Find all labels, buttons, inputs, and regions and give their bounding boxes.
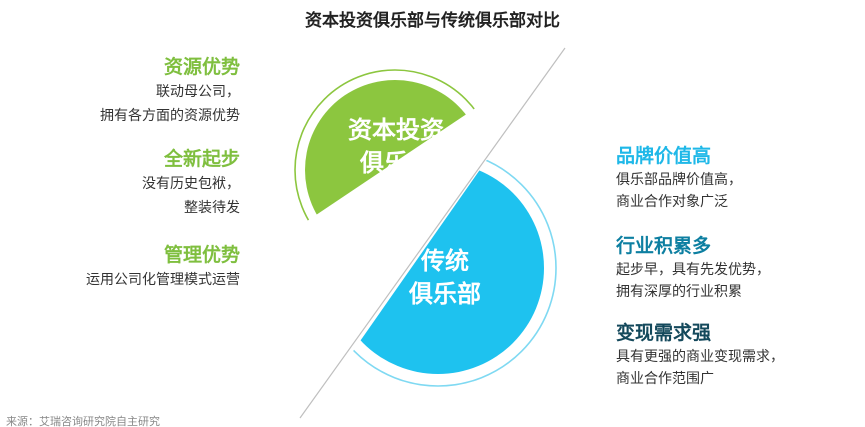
left-item-new-start: 全新起步 没有历史包袱， 整装待发 bbox=[142, 146, 240, 220]
left-item-line: 没有历史包袱， bbox=[142, 176, 240, 192]
divider-line bbox=[299, 47, 566, 419]
left-item-line: 联动母公司， bbox=[156, 84, 240, 100]
right-item-heading: 行业积累多 bbox=[616, 235, 712, 257]
right-item-line: 具有更强的商业变现需求， bbox=[616, 349, 784, 365]
right-item-industry-accumulation: 行业积累多 起步早，具有先发优势， 拥有深厚的行业积累 bbox=[616, 233, 770, 303]
left-item-heading: 全新起步 bbox=[163, 148, 240, 170]
right-item-heading: 变现需求强 bbox=[616, 322, 712, 344]
right-item-line: 俱乐部品牌价值高， bbox=[616, 172, 742, 188]
left-item-heading: 管理优势 bbox=[163, 244, 240, 266]
right-item-line: 拥有深厚的行业积累 bbox=[616, 284, 742, 300]
page-title: 资本投资俱乐部与传统俱乐部对比 bbox=[305, 11, 560, 31]
source-footnote: 来源：艾瑞咨询研究院自主研究 bbox=[6, 415, 160, 427]
right-item-line: 商业合作范围广 bbox=[616, 371, 714, 387]
left-item-resource-advantage: 资源优势 联动母公司， 拥有各方面的资源优势 bbox=[100, 54, 240, 128]
right-item-heading: 品牌价值高 bbox=[616, 145, 712, 167]
blue-circle-label-line1: 传统 bbox=[420, 247, 469, 275]
left-item-management-advantage: 管理优势 运用公司化管理模式运营 bbox=[86, 242, 240, 292]
left-item-line: 运用公司化管理模式运营 bbox=[86, 272, 240, 288]
left-item-heading: 资源优势 bbox=[163, 56, 240, 78]
left-item-line: 拥有各方面的资源优势 bbox=[100, 108, 240, 124]
blue-circle-label-line2: 俱乐部 bbox=[408, 280, 481, 308]
right-item-line: 起步早，具有先发优势， bbox=[616, 262, 770, 278]
green-circle-label-line1: 资本投资 bbox=[348, 116, 444, 144]
right-item-line: 商业合作对象广泛 bbox=[616, 194, 728, 210]
right-item-monetization-demand: 变现需求强 具有更强的商业变现需求， 商业合作范围广 bbox=[616, 320, 784, 390]
green-circle-label-line2: 俱乐部 bbox=[359, 149, 432, 177]
right-item-brand-value: 品牌价值高 俱乐部品牌价值高， 商业合作对象广泛 bbox=[616, 143, 742, 213]
left-item-line: 整装待发 bbox=[184, 200, 240, 216]
